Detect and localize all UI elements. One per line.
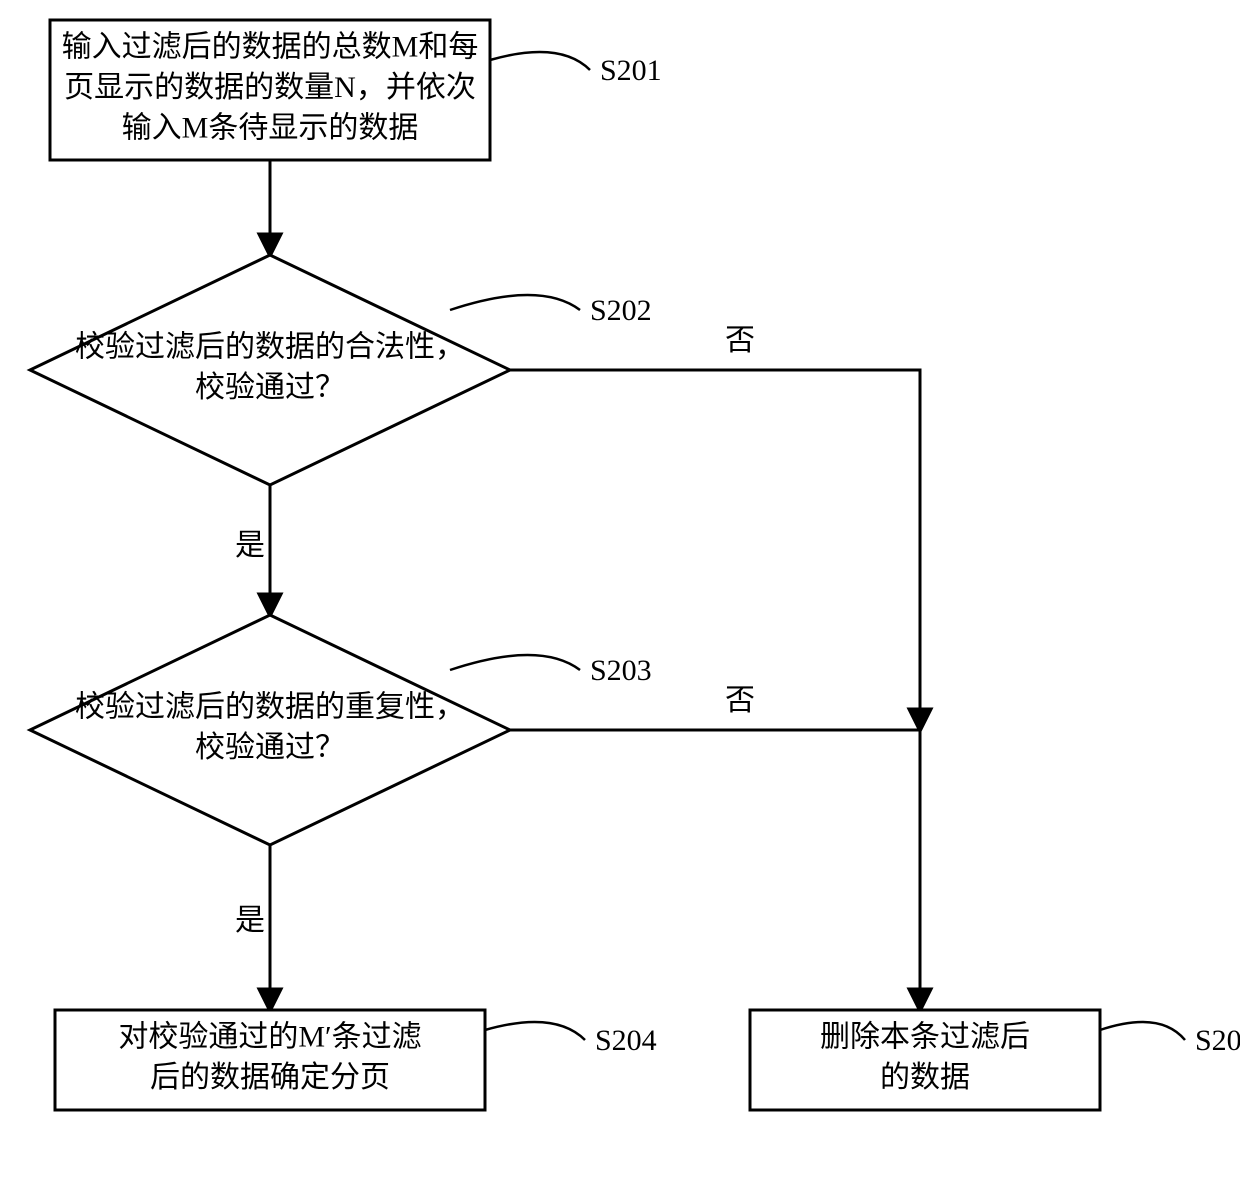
node-text-s201: 输入过滤后的数据的总数M和每 [62,30,479,63]
node-s202: 校验过滤后的数据的合法性， 校验通过？ [30,255,510,485]
edge-label-3: 否 [725,324,755,357]
edge-label-1: 是 [235,529,265,562]
node-text-s201: 输入M条待显示的数据 [122,111,419,144]
node-text-s205: 的数据 [880,1061,970,1094]
node-text-s202: 校验过滤后的数据的合法性， [75,331,465,364]
flowchart-canvas: 输入过滤后的数据的总数M和每页显示的数据的数量N，并依次输入M条待显示的数据校验… [0,0,1240,1178]
edge-4 [510,730,920,1010]
step-label-s205: S205 [1195,1024,1240,1057]
leader-s205 [1100,1022,1185,1040]
step-label-s202: S202 [590,294,652,327]
leader-s201 [490,52,590,70]
leader-s204 [485,1022,585,1040]
node-s204: 对校验通过的M′条过滤后的数据确定分页 [55,1010,485,1110]
edge-3 [510,370,920,730]
step-label-s203: S203 [590,654,652,687]
node-text-s201: 页显示的数据的数量N，并依次 [64,71,476,104]
node-text-s203: 校验过滤后的数据的重复性， [75,691,465,724]
node-s201: 输入过滤后的数据的总数M和每页显示的数据的数量N，并依次输入M条待显示的数据 [50,20,490,160]
node-s205: 删除本条过滤后的数据 [750,1010,1100,1110]
leader-s203 [450,655,580,670]
edge-label-2: 是 [235,904,265,937]
node-text-s203: 校验通过？ [195,731,345,764]
edge-label-4: 否 [725,684,755,717]
node-text-s204: 后的数据确定分页 [150,1061,390,1094]
node-s203: 校验过滤后的数据的重复性， 校验通过？ [30,615,510,845]
node-text-s204: 对校验通过的M′条过滤 [118,1021,421,1054]
step-label-s201: S201 [600,54,662,87]
step-label-s204: S204 [595,1024,657,1057]
node-text-s205: 删除本条过滤后 [820,1021,1030,1054]
node-text-s202: 校验通过？ [195,371,345,404]
leader-s202 [450,295,580,310]
